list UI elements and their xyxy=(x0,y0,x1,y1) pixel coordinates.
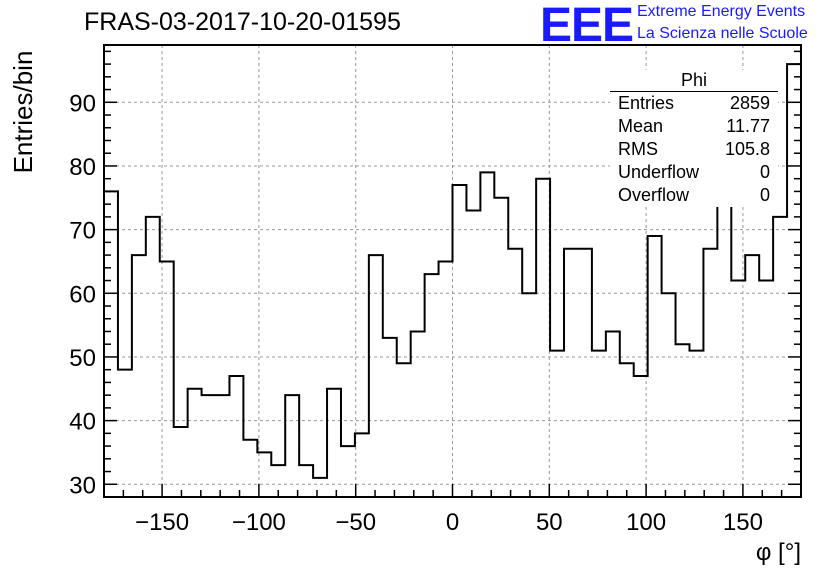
histogram-bin xyxy=(634,376,648,497)
histogram-series xyxy=(103,63,802,497)
x-tick-label: 150 xyxy=(723,509,763,536)
histogram-bin xyxy=(341,446,355,497)
histogram-bin xyxy=(522,293,536,497)
x-tick-label: −50 xyxy=(335,509,376,536)
stats-row-mean: Mean 11.77 xyxy=(610,115,778,138)
histogram-bin xyxy=(202,395,216,497)
histogram-bin xyxy=(285,395,299,497)
stats-value: 2859 xyxy=(729,93,770,113)
histogram-bin xyxy=(564,249,578,497)
x-tick-label: −100 xyxy=(232,509,286,536)
histogram-bin xyxy=(494,198,508,497)
histogram-bin xyxy=(536,179,550,497)
x-axis-label: φ [°] xyxy=(756,539,801,566)
stats-title: Phi xyxy=(610,70,778,92)
histogram-bin xyxy=(689,351,703,497)
histogram-bin xyxy=(188,389,202,497)
histogram-bin xyxy=(439,261,453,497)
stats-box: Phi Entries 2859 Mean 11.77 RMS 105.8 Un… xyxy=(610,70,778,207)
histogram-bin xyxy=(578,249,592,497)
histogram-bin xyxy=(550,351,564,497)
histogram-bin xyxy=(216,395,230,497)
y-tick-label: 30 xyxy=(69,472,96,499)
histogram-bin xyxy=(313,478,327,497)
histogram-bin xyxy=(132,255,146,497)
stats-label: Underflow xyxy=(618,162,700,182)
histogram-bin xyxy=(174,427,188,497)
histogram-bin xyxy=(592,351,606,497)
y-tick-label: 80 xyxy=(69,154,96,181)
histogram-bin xyxy=(383,338,397,497)
tick-labels: −150 −100 −50 0 50 100 150 30 40 50 60 70 80 90 xyxy=(69,90,763,536)
y-tick-label: 70 xyxy=(69,218,96,245)
axis-ticks xyxy=(103,50,802,498)
histogram-bin xyxy=(466,211,480,497)
stats-value: 11.77 xyxy=(726,116,770,136)
histogram-outline xyxy=(103,63,802,497)
y-tick-label: 40 xyxy=(69,409,96,436)
histogram-bin xyxy=(160,261,174,497)
histogram-bin xyxy=(731,281,745,497)
stats-row-entries: Entries 2859 xyxy=(610,92,778,115)
histogram-bin xyxy=(243,440,257,497)
histogram-bin xyxy=(369,255,383,497)
histogram-bin xyxy=(508,249,522,497)
stats-row-underflow: Underflow 0 xyxy=(610,161,778,184)
stats-value: 105.8 xyxy=(724,139,770,159)
logo-line-1: Extreme Energy Events xyxy=(637,3,806,20)
stats-row-rms: RMS 105.8 xyxy=(610,138,778,161)
histogram-bin xyxy=(745,255,759,497)
histogram-bin xyxy=(146,217,160,497)
x-tick-label: 50 xyxy=(536,509,563,536)
histogram-bin xyxy=(118,370,132,497)
histogram-bin xyxy=(703,249,717,497)
histogram-bin xyxy=(662,293,676,497)
eee-logo: EEE xyxy=(540,0,634,52)
stats-value: 0 xyxy=(759,185,770,205)
histogram-bin xyxy=(355,433,369,497)
stats-label: Mean xyxy=(618,116,664,136)
histogram-bin xyxy=(620,363,634,497)
y-axis-label: Entries/bin xyxy=(8,51,38,174)
histogram-bin xyxy=(676,344,690,497)
y-tick-label: 90 xyxy=(69,90,96,117)
histogram-bin xyxy=(425,274,439,497)
histogram-bin xyxy=(648,236,662,497)
x-tick-label: 0 xyxy=(446,509,459,536)
stats-value: 0 xyxy=(759,162,770,182)
histogram-bin xyxy=(480,172,494,497)
x-tick-label: −150 xyxy=(135,509,189,536)
histogram-bin xyxy=(453,185,467,497)
histogram-bin xyxy=(759,281,773,497)
run-title: FRAS-03-2017-10-20-01595 xyxy=(84,8,401,36)
histogram-bin xyxy=(327,389,341,497)
stats-label: Overflow xyxy=(618,185,690,205)
histogram-bin xyxy=(299,465,313,497)
histogram-bin xyxy=(229,376,243,497)
histogram-bin xyxy=(397,363,411,497)
stats-label: Entries xyxy=(618,93,675,113)
logo-line-2: La Scienza nelle Scuole xyxy=(637,25,808,42)
y-tick-label: 60 xyxy=(69,281,96,308)
histogram-bin xyxy=(717,172,731,497)
histogram-bin xyxy=(411,331,425,497)
stats-label: RMS xyxy=(618,139,658,159)
histogram-bin xyxy=(773,217,787,497)
x-tick-label: 100 xyxy=(626,509,666,536)
histogram-bin xyxy=(606,331,620,497)
stats-row-overflow: Overflow 0 xyxy=(610,184,778,207)
y-tick-label: 50 xyxy=(69,345,96,372)
